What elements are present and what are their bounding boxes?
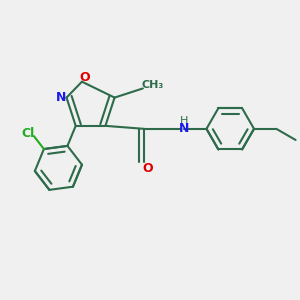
Text: N: N (179, 122, 189, 135)
Text: N: N (56, 91, 66, 104)
Text: CH₃: CH₃ (142, 80, 164, 90)
Text: O: O (142, 163, 153, 176)
Text: O: O (80, 71, 90, 84)
Text: H: H (180, 116, 188, 125)
Text: Cl: Cl (22, 127, 35, 140)
